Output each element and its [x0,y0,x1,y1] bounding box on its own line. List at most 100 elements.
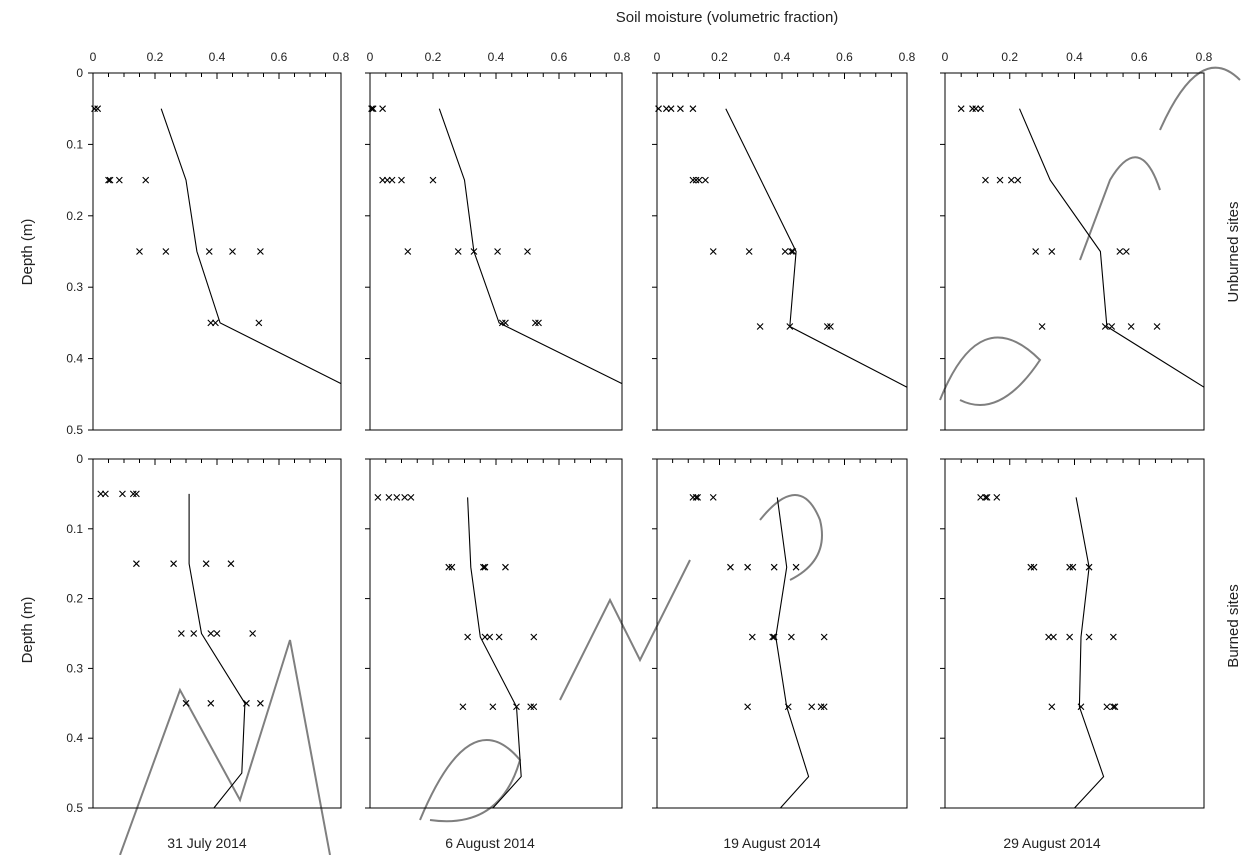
observed-point [784,703,792,711]
observed-point [692,494,700,501]
y-tick-label: 0.5 [66,801,83,815]
observed-point [177,630,185,637]
y-tick-label: 0.2 [66,592,83,606]
observed-point [1038,323,1046,330]
x-tick-label: 0 [90,50,97,64]
observed-point [502,319,509,327]
panel-unburned-6-august-2014: 0 0.2 0.4 0.6 0.8 [365,50,631,431]
observed-point [1103,703,1111,711]
observed-point [115,176,123,184]
observed-point [429,176,437,184]
panel-burned-6-august-2014 [365,458,623,809]
x-tick-label: 0 [654,50,661,64]
observed-point [694,494,702,501]
x-tick-label: 0.6 [551,50,568,64]
observed-point [1069,563,1077,571]
x-tick-label: 0.4 [1066,50,1083,64]
observed-point [756,323,764,330]
observed-point [404,248,412,255]
x-tick-label: 0 [942,50,949,64]
observed-point [820,633,828,641]
observed-point [972,105,980,113]
column-label-31-july: 31 July 2014 [167,835,247,851]
observed-point [255,319,263,327]
simulated-profile-line [467,497,522,809]
observed-point [530,633,538,641]
row-label-unburned: Unburned sites [1225,202,1242,303]
observed-point [1045,633,1052,641]
simulated-profile-line [775,497,810,809]
observed-point [105,176,112,184]
observed-point [498,319,506,327]
observed-point [379,105,386,113]
observed-point [1014,176,1022,184]
observed-point [789,248,797,255]
observed-point [102,490,109,498]
observed-point [1048,703,1056,711]
observed-point [227,560,235,568]
observed-point [792,563,800,571]
observed-point [494,248,501,255]
observed-point [374,494,382,501]
observed-point [531,319,539,327]
simulated-profile-line [1018,108,1205,388]
observed-point [1127,323,1135,330]
observed-point [202,560,210,568]
observed-point [190,630,198,637]
observed-point [454,248,462,255]
observed-point [787,248,795,255]
observed-point [212,319,219,327]
observed-point [524,248,531,255]
observed-point [689,105,697,113]
observed-point [982,494,989,501]
observed-point [827,323,834,330]
observed-point [257,699,264,707]
x-tick-label: 0.6 [1131,50,1148,64]
simulated-profile-line [438,108,623,385]
observed-point [385,494,393,501]
observed-point [1109,703,1117,711]
observed-point [667,105,675,113]
y-tick-label: 0.3 [66,280,83,294]
panel-frame [656,72,908,431]
observed-point [535,319,542,327]
observed-point [142,176,150,184]
x-tick-label: 0.6 [271,50,288,64]
observed-point [502,563,509,571]
observed-point [205,248,213,255]
x-tick-label: 0.6 [836,50,853,64]
observed-point [781,248,789,255]
observed-point [480,563,487,571]
observed-point [727,563,734,571]
observed-point [744,703,752,711]
x-tick-label: 0.8 [333,50,350,64]
observed-point [745,248,753,255]
simulated-profile-line [160,108,342,385]
observed-point [407,494,415,501]
observed-point [689,176,697,184]
simulated-profile-line [1074,497,1105,809]
observed-point [464,633,472,641]
y-tick-label: 0.5 [66,423,83,437]
column-label-19-august: 19 August 2014 [723,835,821,851]
observed-point [388,176,396,184]
y-axis-title-bottom: Depth (m) [19,597,36,664]
observed-point [1108,323,1116,330]
x-tick-label: 0.8 [1196,50,1213,64]
simulated-profile-line [188,493,246,809]
observed-point [445,563,453,571]
observed-point [106,176,114,184]
manuscript-watermark [119,66,1241,855]
panel-frame [656,458,908,809]
observed-point [748,633,756,641]
x-tick-label: 0.8 [899,50,916,64]
panel-frame [369,458,623,809]
observed-point [787,633,795,641]
x-tick-label: 0.2 [1001,50,1018,64]
x-tick-label: 0.4 [774,50,791,64]
x-axis-title: Soil moisture (volumetric fraction) [616,9,839,26]
observed-point [808,703,816,711]
observed-point [769,633,777,641]
observed-point [249,630,257,637]
